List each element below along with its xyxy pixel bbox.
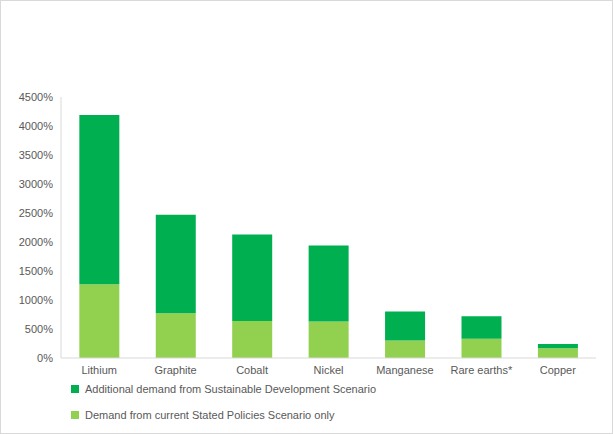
svg-text:3000%: 3000%: [19, 178, 53, 190]
svg-text:Manganese: Manganese: [376, 364, 434, 376]
html-text:Demand from current Stated Pol: Demand from current Stated Policies Scen…: [85, 409, 335, 421]
svg-text:Cobalt: Cobalt: [236, 364, 268, 376]
svg-text:500%: 500%: [25, 323, 53, 335]
svg-text:2500%: 2500%: [19, 207, 53, 219]
svg-text:Rare earths*: Rare earths*: [450, 364, 512, 376]
svg-text:Lithium: Lithium: [81, 364, 116, 376]
svg-text:0%: 0%: [37, 352, 53, 364]
svg-text:Nickel: Nickel: [314, 364, 344, 376]
svg-text:2000%: 2000%: [19, 236, 53, 248]
html-text:Additional demand from Sustain: Additional demand from Sustainable Devel…: [85, 383, 377, 395]
svg-text:1500%: 1500%: [19, 265, 53, 277]
svg-text:4500%: 4500%: [19, 91, 53, 103]
svg-text:4000%: 4000%: [19, 120, 53, 132]
svg-text:Graphite: Graphite: [155, 364, 197, 376]
svg-text:3500%: 3500%: [19, 149, 53, 161]
svg-text:1000%: 1000%: [19, 294, 53, 306]
svg-text:Copper: Copper: [540, 364, 576, 376]
